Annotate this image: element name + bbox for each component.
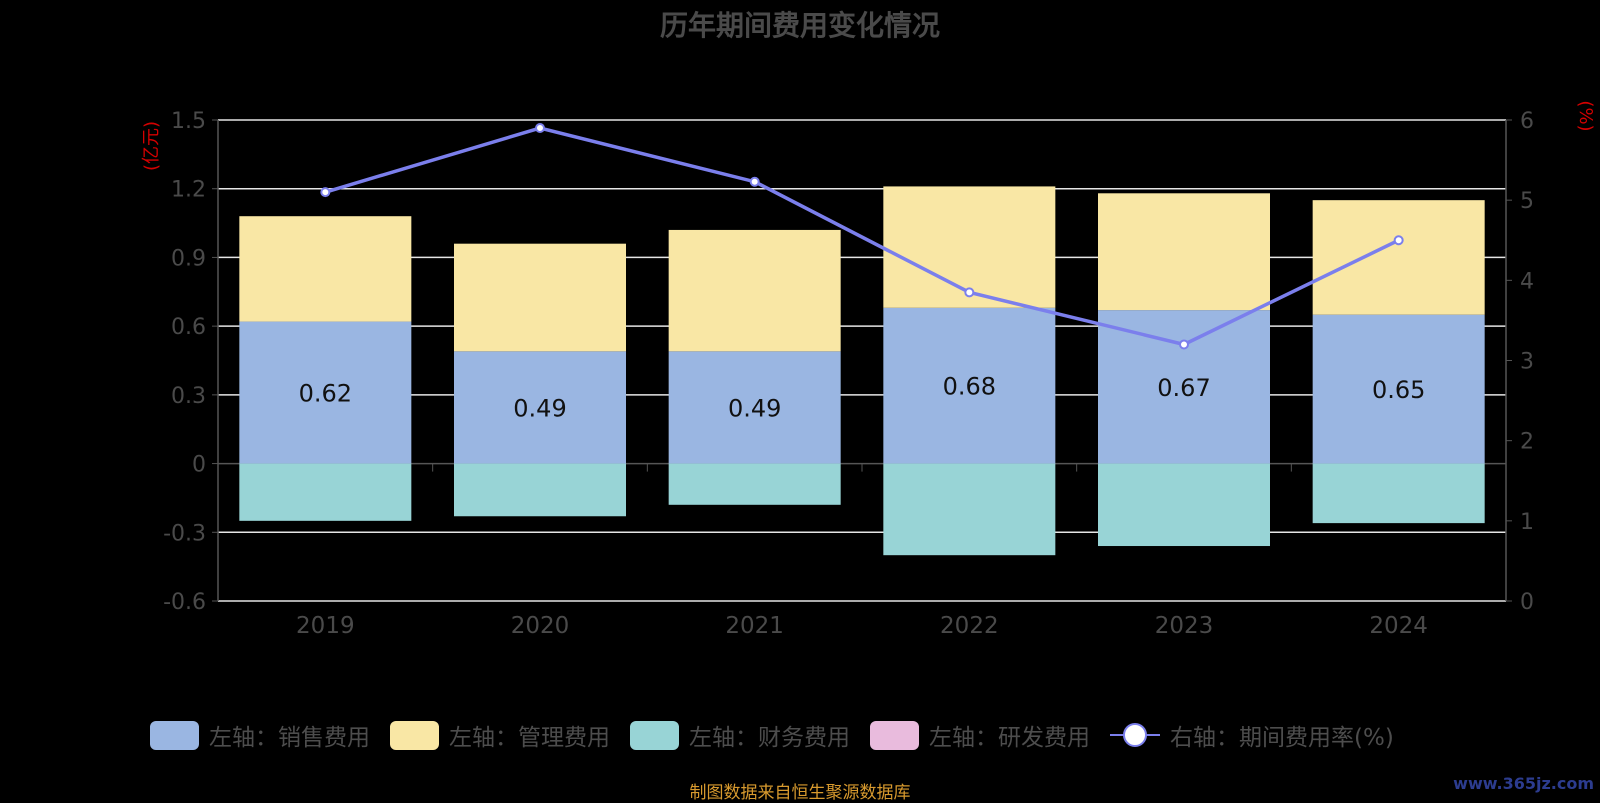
legend-label-rd: 左轴：研发费用 xyxy=(929,725,1090,751)
bar-segment xyxy=(239,321,412,464)
bar-segment xyxy=(668,351,841,464)
x-axis-tick-label: 2019 xyxy=(296,613,355,639)
x-axis-tick-label: 2020 xyxy=(511,613,570,639)
left-axis-tick-label: 1.5 xyxy=(171,109,206,134)
chart-canvas: 1.5 1.2 0.9 0.6 0.3 0 -0.3 -0.6 6 5 4 3 2 1 0 (亿元) (%) 20… xyxy=(141,100,1596,639)
right-axis-tick-label: 6 xyxy=(1520,109,1534,134)
bar-segment xyxy=(1312,200,1485,315)
bar-segment xyxy=(1098,463,1270,547)
rate-point xyxy=(749,176,760,187)
rate-point xyxy=(535,123,545,134)
bar-segment xyxy=(239,216,412,322)
left-axis-tick-label: 0.6 xyxy=(171,315,206,340)
legend-item-rd[interactable]: 左轴：研发费用 xyxy=(870,718,1090,752)
bar-data-label: 0.62 xyxy=(299,380,352,408)
left-axis-tick-label: 0 xyxy=(192,453,206,478)
axes: 1.5 1.2 0.9 0.6 0.3 0 -0.3 -0.6 6 5 4 3 2 1 0 (亿元) (%) 20… xyxy=(141,100,1596,639)
source-note: 制图数据来自恒生聚源数据库 xyxy=(689,783,911,803)
bar-segment xyxy=(1312,314,1485,464)
x-axis-tick-label: 2022 xyxy=(940,613,999,639)
legend-item-rate[interactable]: 右轴：期间费用率(%) xyxy=(1110,718,1394,752)
right-axis-title: (%) xyxy=(1575,100,1596,131)
bar-data-label: 0.49 xyxy=(513,394,566,422)
left-axis-tick-label: 1.2 xyxy=(171,178,206,203)
legend-label-admin: 左轴：管理费用 xyxy=(449,725,610,751)
chart-legend: 左轴：销售费用 左轴：管理费用 左轴：财务费用 左轴：研发费用 右轴：期间费用率… xyxy=(150,718,1414,752)
legend-label-rate: 右轴：期间费用率(%) xyxy=(1170,725,1394,751)
legend-label-finance: 左轴：财务费用 xyxy=(689,725,850,751)
legend-label-sales: 左轴：销售费用 xyxy=(209,725,370,751)
left-axis-tick-label: -0.3 xyxy=(163,521,206,546)
legend-item-admin[interactable]: 左轴：管理费用 xyxy=(390,718,610,752)
bar-data-label: 0.68 xyxy=(943,373,996,401)
rate-line xyxy=(324,126,1400,347)
bar-segment xyxy=(454,351,626,464)
chart-title: 历年期间费用变化情况 xyxy=(659,9,940,42)
bar-data-label: 0.65 xyxy=(1372,376,1425,404)
bar-segment xyxy=(239,463,412,521)
legend-swatch-finance xyxy=(630,720,679,750)
left-axis-tick-label: 0.3 xyxy=(171,384,206,409)
legend-swatch-sales xyxy=(150,720,199,750)
bar-segment xyxy=(454,463,626,517)
left-axis-tick-label: -0.6 xyxy=(163,590,206,615)
rate-point xyxy=(320,187,331,198)
rate-point xyxy=(1393,235,1404,246)
bar-data-label: 0.67 xyxy=(1157,374,1210,402)
legend-swatch-admin xyxy=(390,720,439,750)
bar-segment xyxy=(883,463,1056,556)
right-axis-tick-label: 4 xyxy=(1520,269,1534,294)
data-label-layer: 0.62 0.49 0.49 0.68 0.67 0.65 xyxy=(299,373,1426,423)
legend-item-sales[interactable]: 左轴：销售费用 xyxy=(150,718,370,752)
left-axis-tick-label: 0.9 xyxy=(171,246,206,271)
right-axis-tick-label: 0 xyxy=(1520,590,1534,615)
bar-segment xyxy=(1098,310,1270,464)
bar-segment xyxy=(454,243,626,352)
watermark: www.365jz.com xyxy=(1453,774,1594,793)
x-axis-tick-label: 2021 xyxy=(725,613,784,639)
legend-swatch-rd xyxy=(870,720,919,750)
bar-segment xyxy=(1098,193,1270,311)
legend-item-finance[interactable]: 左轴：财务费用 xyxy=(630,718,850,752)
legend-swatch-rate xyxy=(1110,723,1160,747)
bar-segment xyxy=(668,463,841,505)
bar-segment xyxy=(1312,463,1485,524)
bar-segment xyxy=(668,229,841,352)
bar-data-label: 0.49 xyxy=(728,394,781,422)
right-axis-tick-label: 2 xyxy=(1520,430,1534,455)
rate-line-layer xyxy=(320,123,1404,350)
rate-point xyxy=(1179,339,1189,350)
right-axis-tick-label: 1 xyxy=(1520,510,1534,535)
left-axis-title: (亿元) xyxy=(141,121,162,171)
x-axis-tick-label: 2024 xyxy=(1369,613,1428,639)
bar-layer xyxy=(239,186,1485,556)
bar-segment xyxy=(883,307,1056,464)
x-axis-tick-label: 2023 xyxy=(1155,613,1214,639)
right-axis-tick-label: 5 xyxy=(1520,189,1534,214)
rate-point xyxy=(964,287,975,298)
right-axis-tick-label: 3 xyxy=(1520,350,1534,375)
